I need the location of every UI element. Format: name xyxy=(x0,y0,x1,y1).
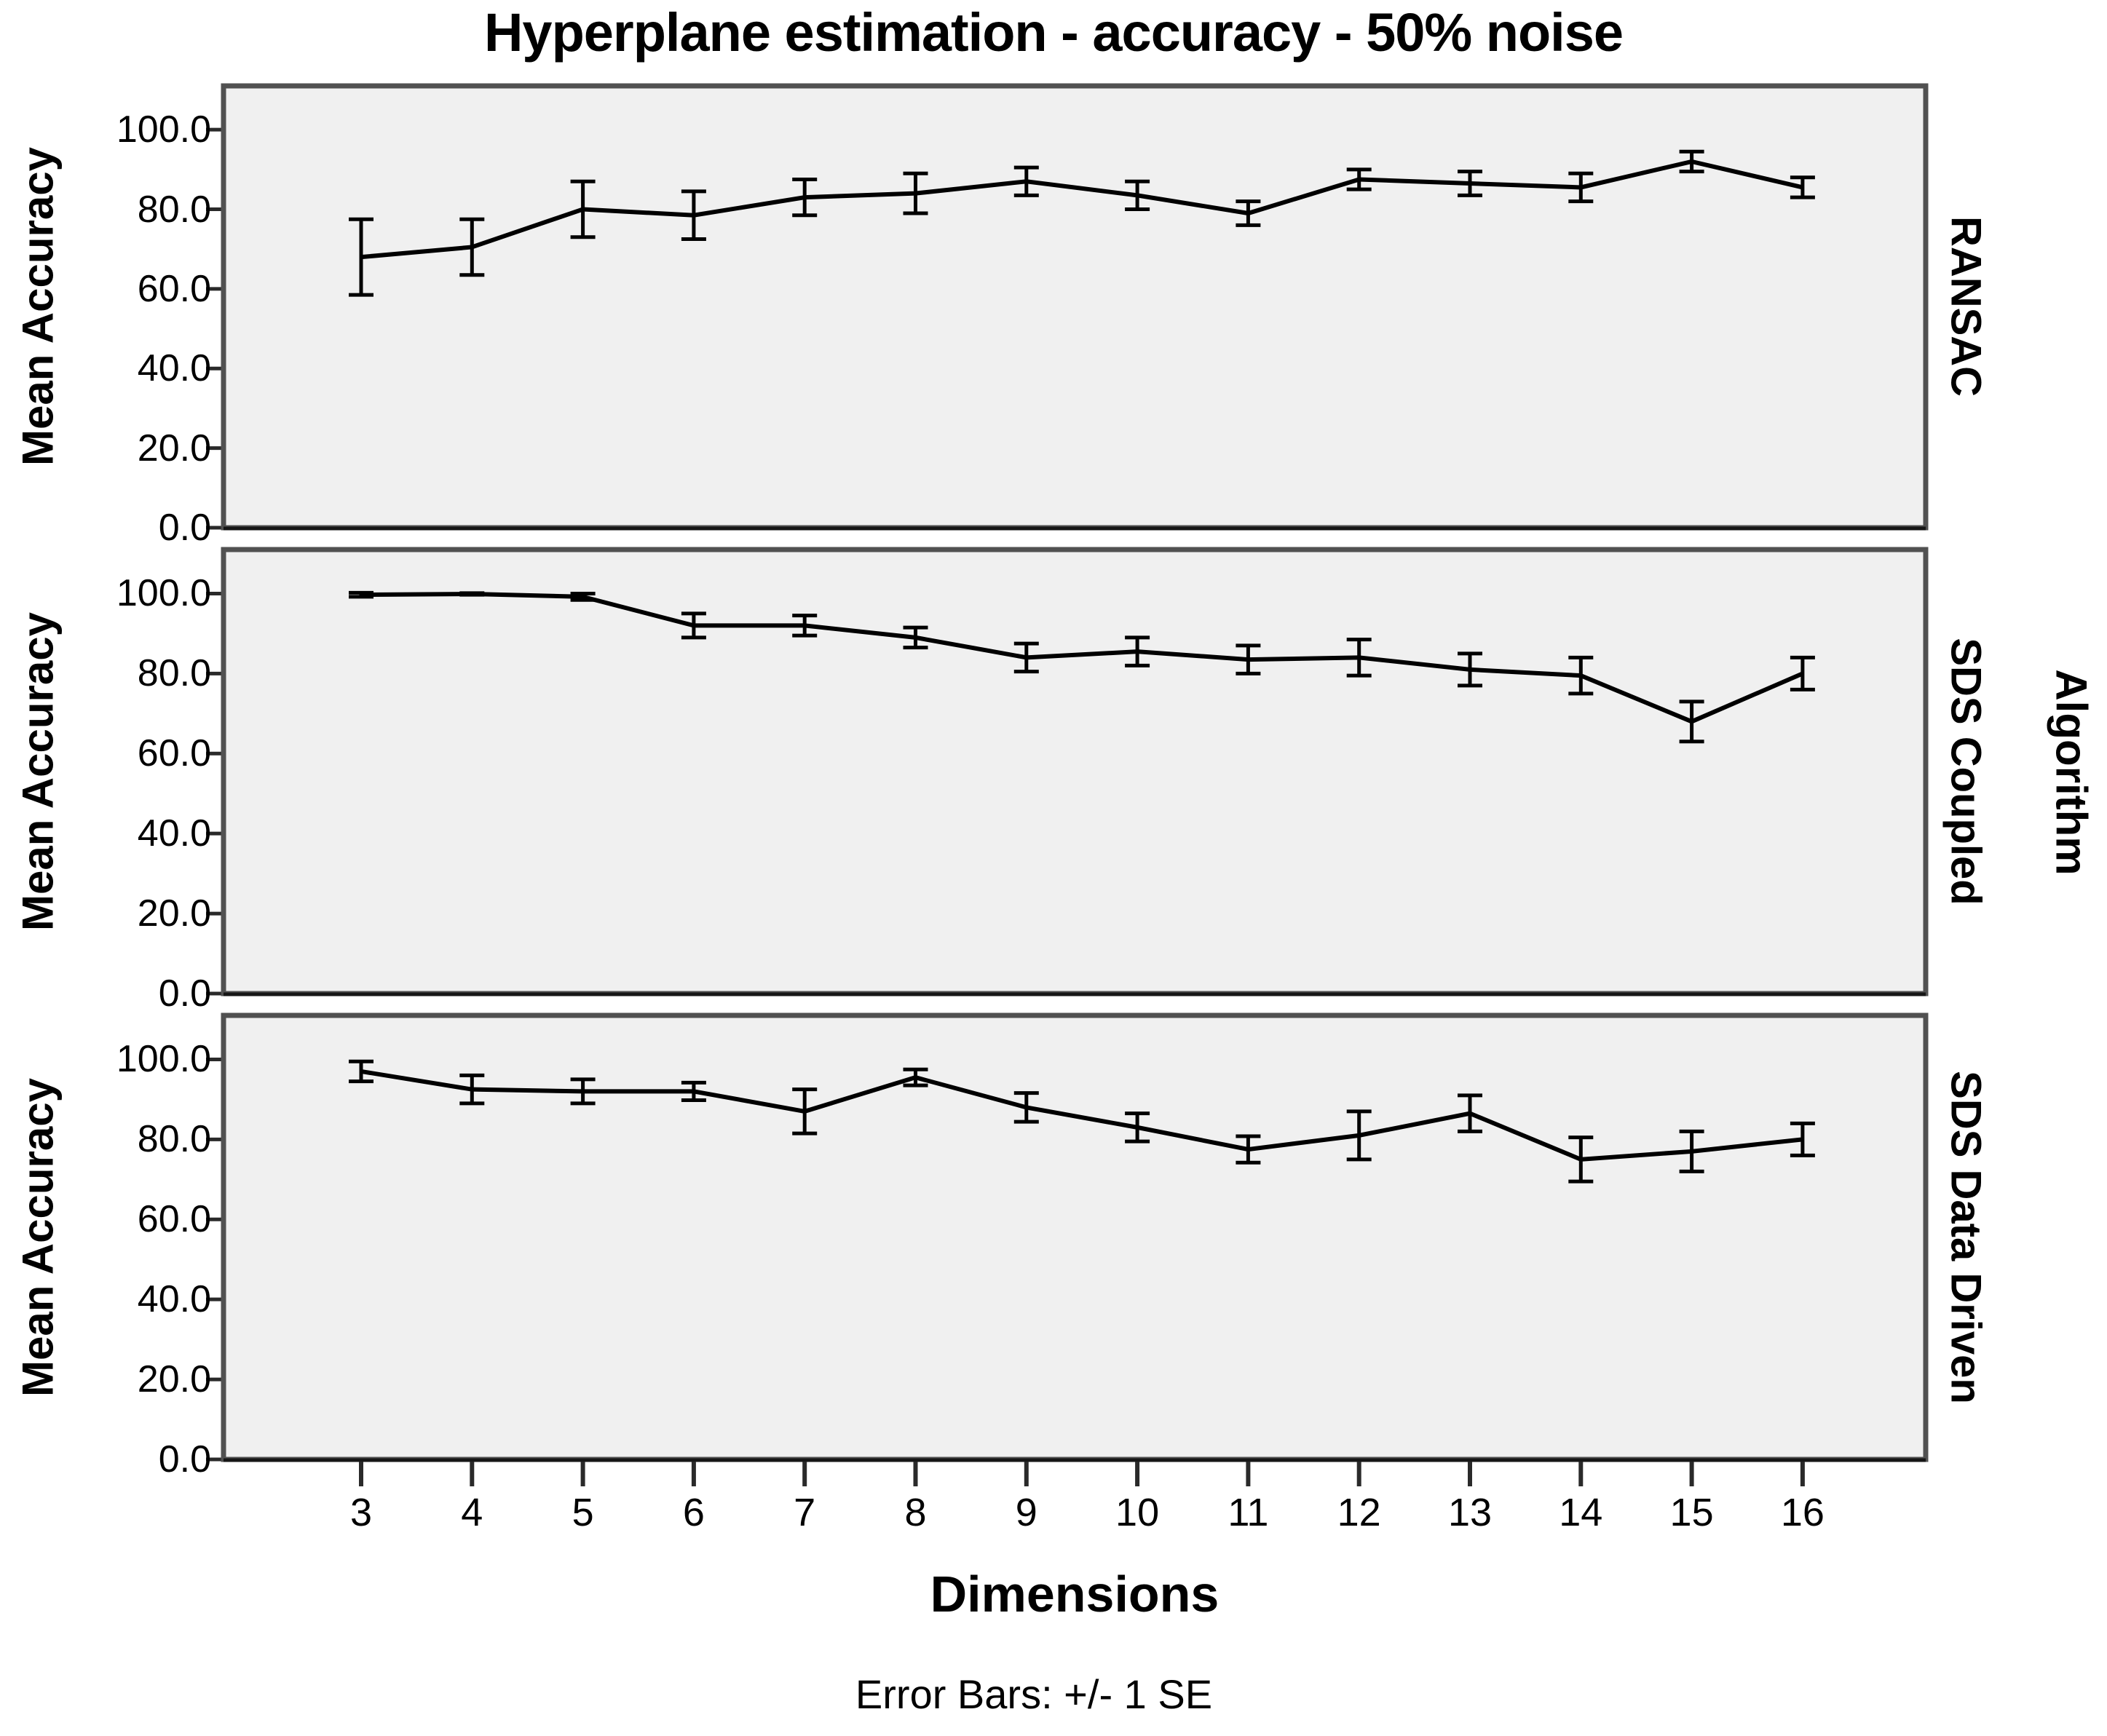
x-tick-label: 16 xyxy=(1780,1491,1825,1534)
y-tick-label: 40.0 xyxy=(137,347,211,390)
x-tick-label: 10 xyxy=(1115,1491,1160,1534)
series-line-3 xyxy=(360,1069,1803,1162)
y-tick-label: 100.0 xyxy=(116,1038,211,1081)
y-tick-label: 0.0 xyxy=(158,972,211,1015)
panel-label-ransac: RANSAC xyxy=(1942,215,1990,397)
x-tick-label: 8 xyxy=(904,1491,927,1534)
x-tick-label: 5 xyxy=(572,1491,594,1534)
panel-background-1 xyxy=(224,86,1926,528)
x-tick-label: 9 xyxy=(1015,1491,1037,1534)
x-tick-label: 11 xyxy=(1228,1491,1269,1534)
x-tick-label: 13 xyxy=(1447,1491,1493,1534)
y-tick-label: 80.0 xyxy=(137,652,211,695)
y-tick-label: 60.0 xyxy=(137,732,211,775)
x-tick-label: 3 xyxy=(349,1491,373,1534)
y-tick-label: 100.0 xyxy=(116,108,211,151)
chart-title: Hyperplane estimation - accuracy - 50% n… xyxy=(483,2,1624,63)
panel-label-sds-coupled: SDS Coupled xyxy=(1942,638,1990,905)
y-tick-label: 80.0 xyxy=(137,188,211,231)
y-axis-title-panel-3: Mean Accuracy xyxy=(13,1078,63,1397)
x-tick-label: 14 xyxy=(1559,1491,1603,1534)
series-line-2 xyxy=(360,591,1804,724)
panel-label-sds-data-driven: SDS Data Driven xyxy=(1942,1071,1990,1404)
x-tick-label: 6 xyxy=(682,1491,705,1534)
y-tick-label: 20.0 xyxy=(137,427,211,469)
panel-group-label: Algorithm xyxy=(2047,669,2096,876)
y-tick-label: 60.0 xyxy=(137,1198,211,1241)
x-tick-label: 12 xyxy=(1337,1491,1381,1534)
y-tick-label: 80.0 xyxy=(137,1118,211,1161)
y-axis-title-panel-1: Mean Accuracy xyxy=(13,147,63,466)
panel-background-2 xyxy=(224,550,1926,994)
y-tick-label: 20.0 xyxy=(137,892,211,935)
series-line-1 xyxy=(360,159,1803,260)
panel-background-3 xyxy=(224,1015,1926,1459)
y-tick-label: 40.0 xyxy=(137,812,211,855)
x-tick-label: 7 xyxy=(794,1491,816,1534)
y-tick-label: 20.0 xyxy=(137,1358,211,1401)
x-tick-label: 15 xyxy=(1669,1491,1714,1534)
y-axis-title-panel-2: Mean Accuracy xyxy=(13,612,63,931)
y-tick-label: 0.0 xyxy=(158,507,211,549)
y-tick-label: 0.0 xyxy=(158,1438,211,1481)
y-tick-label: 60.0 xyxy=(137,267,211,310)
error-bars-note: Error Bars: +/- 1 SE xyxy=(855,1671,1213,1717)
x-tick-label: 4 xyxy=(461,1491,483,1534)
y-tick-label: 100.0 xyxy=(116,572,211,615)
y-tick-label: 40.0 xyxy=(137,1278,211,1321)
x-axis-title: Dimensions xyxy=(930,1566,1219,1622)
